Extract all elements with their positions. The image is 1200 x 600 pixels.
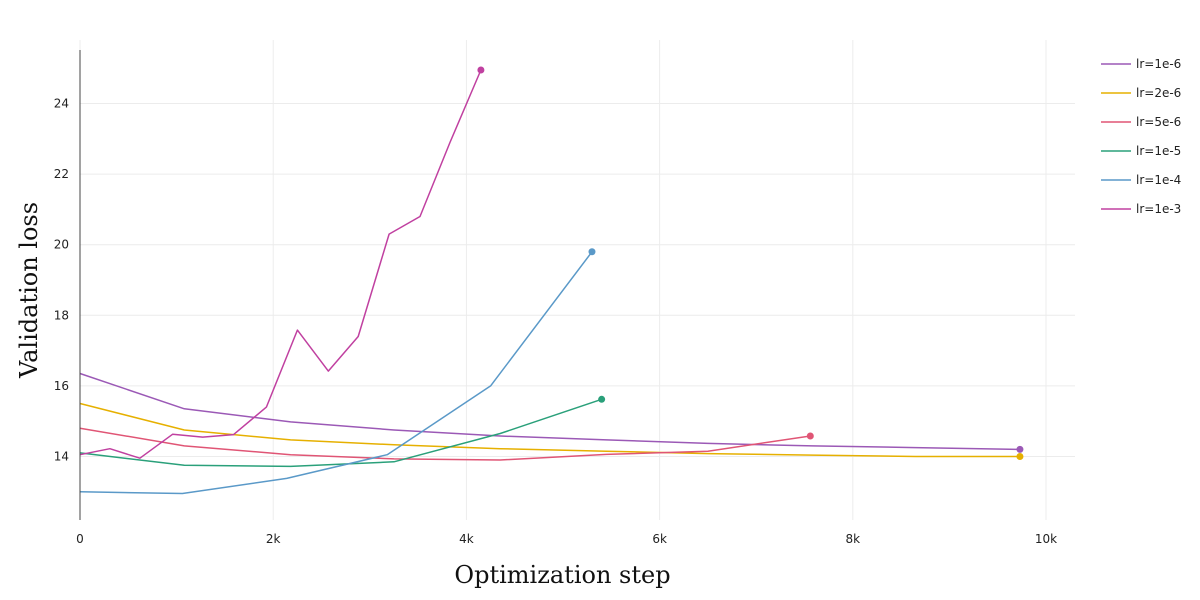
legend-item[interactable]: lr=5e-6 bbox=[1101, 115, 1181, 129]
x-tick-label: 2k bbox=[266, 532, 281, 546]
series-end-point bbox=[1016, 452, 1024, 460]
legend-label: lr=1e-4 bbox=[1136, 173, 1181, 187]
y-tick-label: 24 bbox=[54, 97, 69, 111]
legend-label: lr=1e-5 bbox=[1136, 144, 1181, 158]
legend-item[interactable]: lr=1e-4 bbox=[1101, 173, 1181, 187]
x-tick-label: 0 bbox=[76, 532, 84, 546]
x-tick-label: 8k bbox=[846, 532, 861, 546]
series-line bbox=[79, 372, 1020, 451]
series-line bbox=[79, 69, 482, 459]
legend-label: lr=1e-3 bbox=[1136, 202, 1181, 216]
x-axis-title: Optimization step bbox=[454, 561, 670, 589]
x-tick-label: 10k bbox=[1035, 532, 1057, 546]
series-line bbox=[79, 427, 811, 461]
series-end-point bbox=[477, 66, 485, 74]
y-tick-label: 18 bbox=[54, 308, 69, 322]
legend: lr=1e-6 lr=2e-6 lr=5e-6 lr=1e-5 lr=1e-4 lr=1e… bbox=[1101, 57, 1181, 216]
y-axis-ticks: 14 16 18 20 22 24 bbox=[54, 97, 69, 464]
x-tick-label: 4k bbox=[459, 532, 474, 546]
series-end-markers bbox=[477, 66, 1024, 460]
x-tick-label: 6k bbox=[652, 532, 667, 546]
legend-label: lr=2e-6 bbox=[1136, 86, 1181, 100]
legend-item[interactable]: lr=2e-6 bbox=[1101, 86, 1181, 100]
series-end-point bbox=[588, 248, 596, 256]
legend-item[interactable]: lr=1e-6 bbox=[1101, 57, 1181, 71]
series-line bbox=[79, 402, 1020, 458]
y-tick-label: 16 bbox=[54, 379, 69, 393]
series-end-point bbox=[1016, 445, 1024, 453]
grid-lines bbox=[79, 40, 1075, 520]
series-line bbox=[79, 398, 602, 468]
x-axis-ticks: 0 2k 4k 6k 8k 10k bbox=[76, 532, 1057, 546]
legend-label: lr=5e-6 bbox=[1136, 115, 1181, 129]
y-tick-label: 14 bbox=[54, 449, 69, 463]
legend-item[interactable]: lr=1e-3 bbox=[1101, 202, 1181, 216]
series-lines bbox=[79, 69, 1020, 495]
y-tick-label: 22 bbox=[54, 167, 69, 181]
series-end-point bbox=[598, 395, 606, 403]
y-tick-label: 20 bbox=[54, 238, 69, 252]
series-end-point bbox=[806, 432, 814, 440]
legend-item[interactable]: lr=1e-5 bbox=[1101, 144, 1181, 158]
legend-label: lr=1e-6 bbox=[1136, 57, 1181, 71]
y-axis-title: Validation loss bbox=[15, 202, 43, 379]
series-line bbox=[79, 251, 593, 495]
